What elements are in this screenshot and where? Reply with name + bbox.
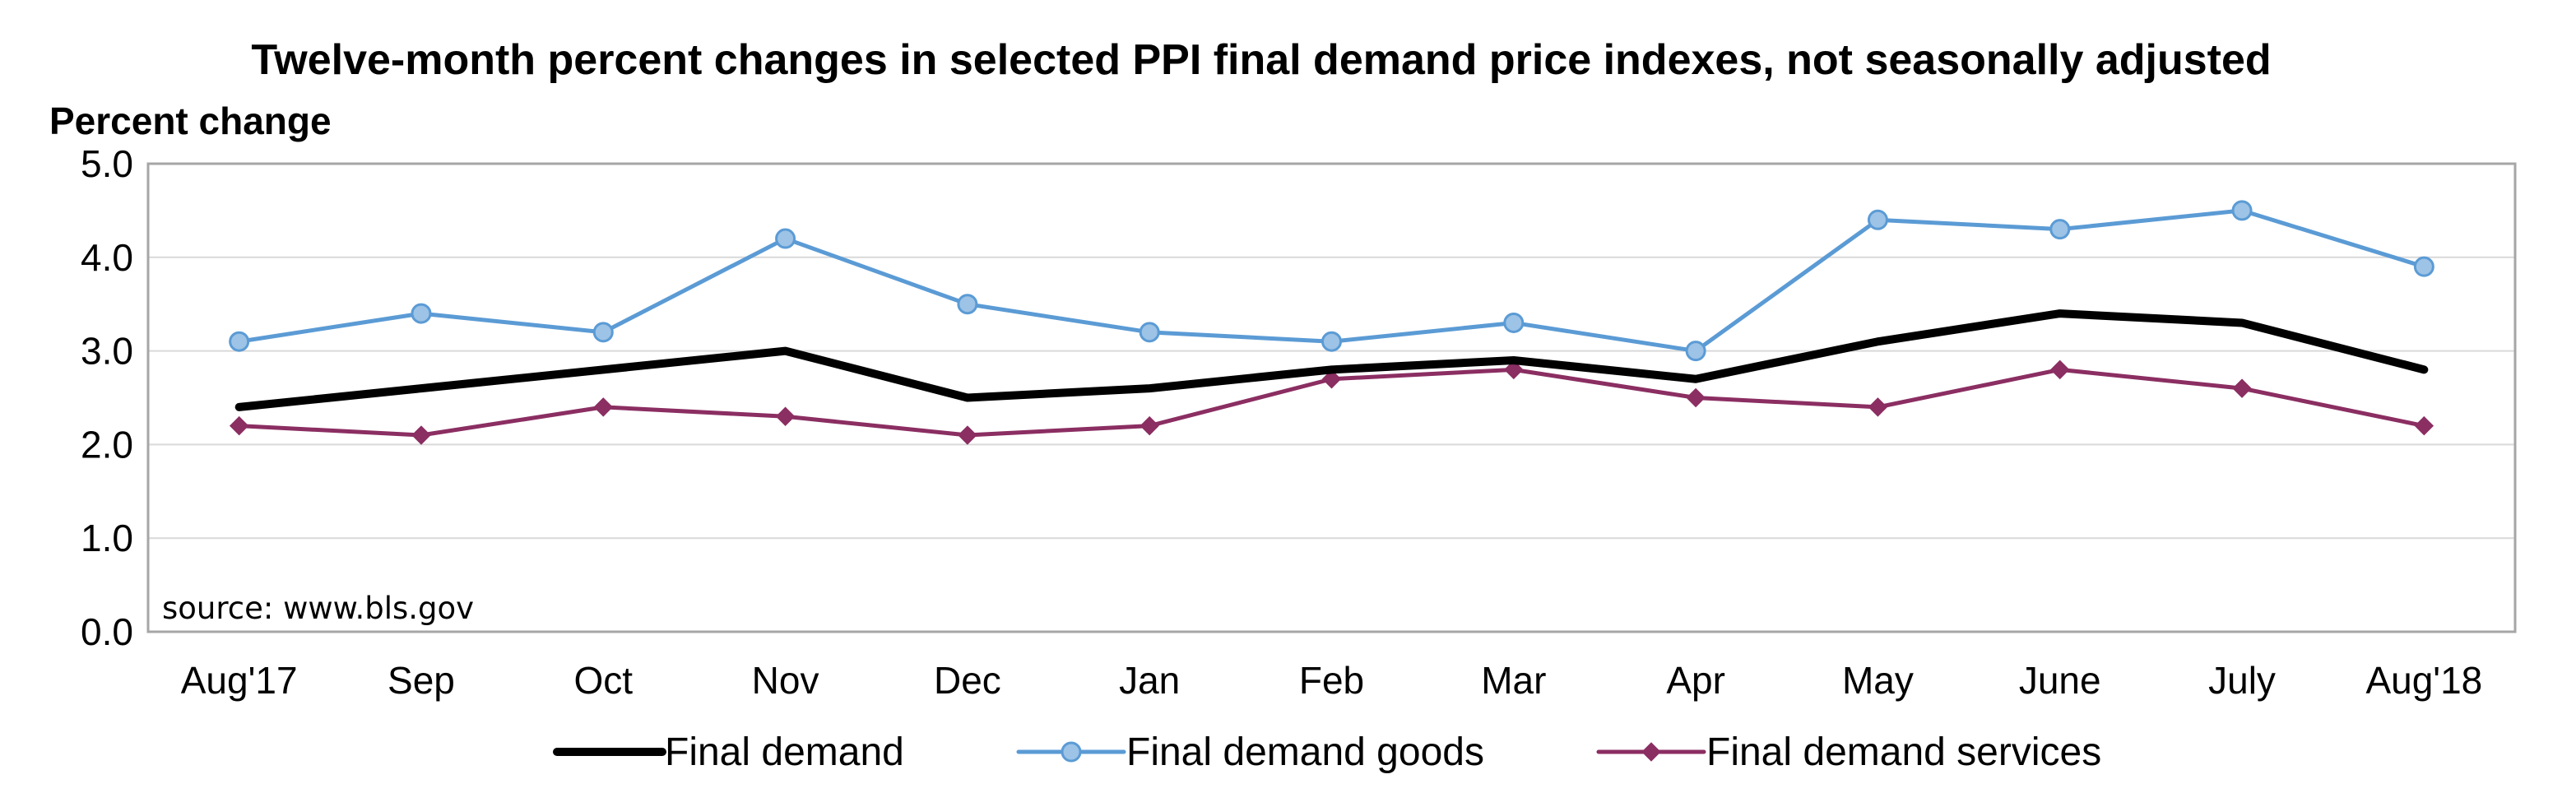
x-tick-label: Dec xyxy=(934,659,1001,702)
y-tick-label: 0.0 xyxy=(81,610,133,653)
legend-marker xyxy=(1061,741,1082,763)
legend-label: Final demand goods xyxy=(1126,730,1484,774)
data-point xyxy=(1685,341,1706,362)
plot-area: 0.0 1.0 2.0 3.0 4.0 5.0 Aug'17 Sep Oct Nov Dec Jan F… xyxy=(81,142,2517,702)
data-point xyxy=(2232,378,2252,398)
data-point xyxy=(1686,387,1706,408)
chart-title: Twelve-month percent changes in selected… xyxy=(251,36,2271,84)
data-point xyxy=(1139,322,1160,343)
data-point xyxy=(2049,219,2071,240)
data-point xyxy=(411,425,431,445)
x-tick-label: May xyxy=(1842,659,1914,702)
x-tick-label: Aug'17 xyxy=(181,659,298,702)
source-annotation: source: www.bls.gov xyxy=(162,591,474,626)
data-point xyxy=(775,406,796,426)
x-tick-label: Feb xyxy=(1299,659,1364,702)
x-tick-label: Mar xyxy=(1481,659,1546,702)
data-point xyxy=(2231,200,2253,221)
legend-item: Final demand goods xyxy=(1016,730,1484,774)
legend-label: Final demand xyxy=(665,730,904,774)
x-tick-label: Sep xyxy=(388,659,455,702)
data-point xyxy=(1867,209,1888,230)
data-point xyxy=(1504,359,1524,380)
series-line xyxy=(234,309,2429,411)
legend: Final demand Final demand goods Final dema… xyxy=(553,730,2101,774)
data-point xyxy=(1503,312,1525,333)
x-tick-label: Oct xyxy=(573,659,633,702)
y-tick-label: 3.0 xyxy=(81,330,133,373)
data-point xyxy=(2414,415,2434,436)
legend-item: Final demand services xyxy=(1596,730,2101,774)
data-point xyxy=(1139,415,1159,436)
legend-item: Final demand xyxy=(553,730,904,774)
data-point xyxy=(2050,359,2070,380)
series-line xyxy=(237,208,2426,354)
legend-marker xyxy=(1641,742,1661,762)
x-tick-label: Aug'18 xyxy=(2365,659,2482,702)
data-point xyxy=(958,425,977,445)
y-tick-label: 1.0 xyxy=(81,517,133,559)
x-tick-label: Jan xyxy=(1119,659,1180,702)
data-point xyxy=(229,415,249,436)
data-point xyxy=(229,331,250,352)
y-tick-label: 2.0 xyxy=(81,423,133,466)
data-point xyxy=(1321,369,1342,389)
y-tick-label: 4.0 xyxy=(81,236,133,279)
data-point xyxy=(1868,397,1888,417)
x-tick-label: Nov xyxy=(752,659,819,702)
x-tick-label: July xyxy=(2208,659,2276,702)
data-point xyxy=(592,322,614,343)
x-tick-label: Apr xyxy=(1666,659,1725,702)
data-point xyxy=(775,228,796,249)
y-axis-label: Percent change xyxy=(49,100,332,142)
data-point xyxy=(2413,256,2434,277)
legend-label: Final demand services xyxy=(1706,730,2101,774)
y-tick-label: 5.0 xyxy=(81,142,133,185)
data-point xyxy=(1321,331,1342,352)
plot-border xyxy=(146,162,2517,633)
data-point xyxy=(593,397,613,417)
data-point xyxy=(411,303,432,324)
x-tick-label: June xyxy=(2019,659,2101,702)
data-point xyxy=(957,294,978,315)
